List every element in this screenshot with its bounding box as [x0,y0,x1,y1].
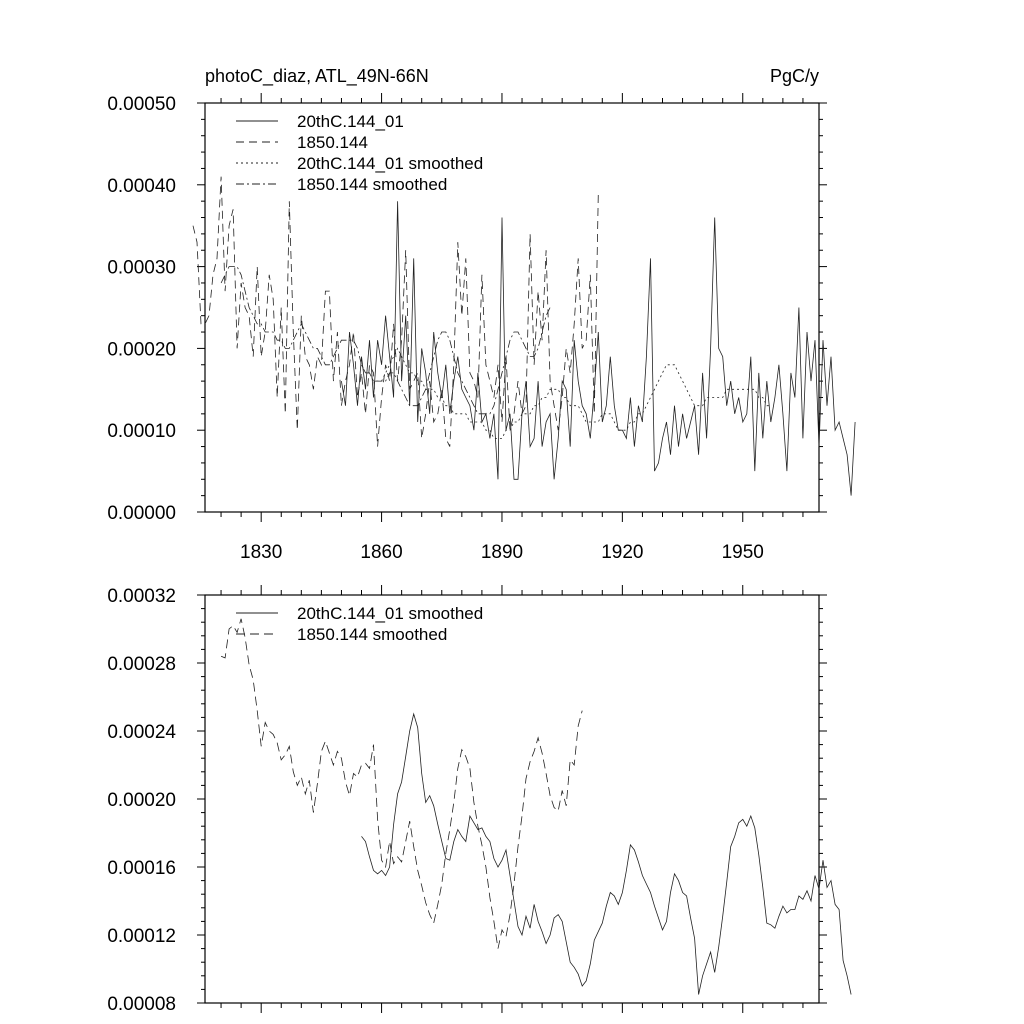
series-line [220,618,583,949]
legend-label: 20thC.144_01 [297,112,404,131]
series-line [192,176,599,447]
y-tick-label: 0.00016 [107,858,176,879]
y-tick-label: 0.00000 [107,503,176,524]
x-tick-label: 1920 [601,542,643,563]
chart-title: photoC_diaz, ATL_49N-66N [205,66,429,87]
x-tick-label: 1830 [240,542,282,563]
legend-label: 1850.144 [297,133,368,152]
top-plot: photoC_diaz, ATL_49N-66N PgC/y 0.00000 0.… [107,66,856,563]
plot-frame [204,102,820,513]
y-tick-label: 0.00028 [107,654,176,675]
series-line [220,266,551,415]
y-tick-label: 0.00020 [107,790,176,811]
series-line [361,712,852,995]
y-tick-label: 0.00030 [107,258,176,279]
x-tick-label: 1860 [360,542,402,563]
legend-label: 20thC.144_01 smoothed [297,604,483,623]
series-line [341,201,856,496]
legend-label: 20thC.144_01 smoothed [297,154,483,173]
legend-label: 1850.144 smoothed [297,625,447,644]
y-tick-label: 0.00040 [107,176,176,197]
y-tick-label: 0.00050 [107,94,176,115]
chart-units: PgC/y [770,66,819,86]
y-tick-label: 0.00012 [107,926,176,947]
y-tick-label: 0.00008 [107,994,176,1015]
y-tick-label: 0.00020 [107,339,176,360]
bottom-plot: 0.00008 0.00012 0.00016 0.00020 0.00024 0.000… [107,585,852,1015]
x-tick-label: 1890 [481,542,523,563]
y-tick-label: 0.00024 [107,722,176,743]
legend-label: 1850.144 smoothed [297,175,447,194]
x-tick-label: 1950 [722,542,764,563]
y-tick-label: 0.00010 [107,421,176,442]
y-tick-label: 0.00032 [107,586,176,607]
series-line [361,347,771,439]
plot-frame [204,594,820,1004]
